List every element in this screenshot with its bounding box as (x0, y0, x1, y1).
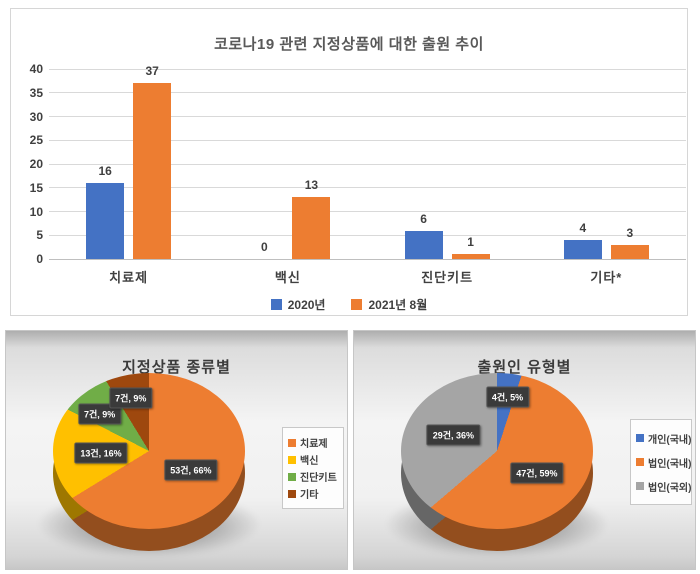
bar-value-label: 6 (420, 211, 427, 226)
y-tick-label: 15 (29, 180, 43, 195)
bar-chart-legend: 2020년 2021년 8월 (11, 296, 687, 313)
legend-swatch (636, 434, 644, 442)
y-tick-label: 10 (29, 204, 43, 219)
legend-label: 2020년 (287, 298, 326, 312)
gridline (49, 211, 686, 212)
legend-swatch (636, 458, 644, 466)
legend-item: 진단키트 (288, 469, 338, 484)
gridline (49, 234, 686, 236)
legend-label: 백신 (300, 456, 319, 467)
legend-swatch (288, 489, 296, 498)
y-tick-label: 30 (29, 109, 43, 124)
x-category-label: 진단키트 (421, 270, 474, 285)
bar-value-label: 3 (626, 225, 634, 240)
bar-value-label: 4 (579, 221, 587, 235)
legend-item: 치료제 (288, 435, 338, 450)
legend-label: 법인(국외) (648, 482, 692, 494)
pie-panel-product-type: 지정상품 종류별 53건, 66% 13건, 16% 7건, 9% 7건, 9% 치료… (5, 330, 348, 570)
y-tick-label: 35 (29, 85, 43, 100)
bar-segment (451, 254, 490, 259)
pie-data-label: 53건, 66% (164, 459, 218, 481)
bar-value-label: 0 (261, 240, 268, 254)
x-category-label: 기타* (590, 270, 623, 285)
legend-item: 법인(국내) (636, 455, 691, 470)
bar-chart-panel: 코로나19 관련 지정상품에 대한 출원 추이 0 5 10 15 20 25 30 35 40… (10, 8, 688, 316)
pie-data-label: 13건, 16% (74, 442, 128, 464)
bar-segment (404, 230, 443, 259)
legend-swatch (288, 472, 296, 481)
bar-segment (292, 197, 331, 259)
legend-label: 2021년 8월 (368, 298, 428, 312)
legend-label: 진단키트 (300, 473, 337, 484)
bar-segment (610, 244, 649, 259)
legend-item: 2021년 8월 (351, 296, 427, 313)
bar-value-label: 13 (304, 178, 319, 193)
legend-label: 개인(국내) (648, 434, 692, 446)
bar-chart-plot-area: 0 5 10 15 20 25 30 35 40 치료제 16 37 백신 0 13 진단키트 6 1 기타* 4 3 (30, 62, 686, 285)
bar-value-label: 16 (98, 164, 112, 178)
x-category-label: 백신 (274, 270, 301, 285)
legend-swatch (351, 299, 363, 310)
pie-data-label: 7건, 9% (109, 387, 153, 409)
legend-item: 백신 (288, 452, 338, 467)
pie-data-label: 47건, 59% (510, 462, 564, 484)
y-tick-label: 40 (29, 62, 43, 76)
legend-label: 기타 (300, 490, 319, 501)
bar-value-label: 1 (467, 235, 474, 250)
gridline (49, 163, 686, 165)
bar-chart-title: 코로나19 관련 지정상품에 대한 출원 추이 (214, 36, 484, 54)
legend-label: 치료제 (300, 439, 328, 450)
gridline (49, 116, 686, 117)
x-axis-line (49, 258, 686, 260)
gridline (49, 68, 686, 70)
legend-item: 2020년 (270, 296, 326, 313)
y-tick-label: 25 (29, 133, 43, 148)
legend-item: 법인(국외) (636, 479, 691, 494)
pie-data-label: 4건, 5% (485, 386, 530, 408)
y-tick-label: 0 (36, 252, 43, 266)
legend-swatch (270, 299, 282, 310)
bar-segment (86, 183, 125, 259)
pie-applicant-type-title: 출원인 유형별 (477, 359, 572, 376)
pie-applicant-type-legend: 개인(국내) 법인(국내) 법인(국외) (630, 419, 692, 505)
legend-swatch (288, 438, 296, 447)
pie-applicant-type-chart: 4건, 5% 47건, 59% 29건, 36% (387, 373, 607, 557)
y-tick-label: 5 (36, 228, 43, 243)
legend-item: 기타 (288, 486, 338, 501)
legend-label: 법인(국내) (648, 458, 692, 470)
pie-product-type-chart: 53건, 66% 13건, 16% 7건, 9% 7건, 9% (39, 373, 259, 557)
gridline (49, 187, 686, 189)
bar-value-label: 37 (145, 64, 159, 79)
legend-item: 개인(국내) (636, 431, 691, 446)
bar-segment (133, 83, 172, 259)
gridline (49, 139, 686, 141)
bar-segment (563, 240, 602, 259)
x-category-label: 치료제 (109, 270, 149, 285)
pie-panel-applicant-type: 출원인 유형별 4건, 5% 47건, 59% 29건, 36% 개인(국내) 법인(… (353, 330, 696, 570)
gridline (49, 92, 686, 94)
legend-swatch (288, 455, 296, 464)
legend-swatch (636, 482, 644, 490)
pie-data-label: 29건, 36% (426, 424, 481, 446)
y-tick-label: 20 (29, 157, 43, 171)
pie-product-type-title: 지정상품 종류별 (122, 359, 231, 376)
